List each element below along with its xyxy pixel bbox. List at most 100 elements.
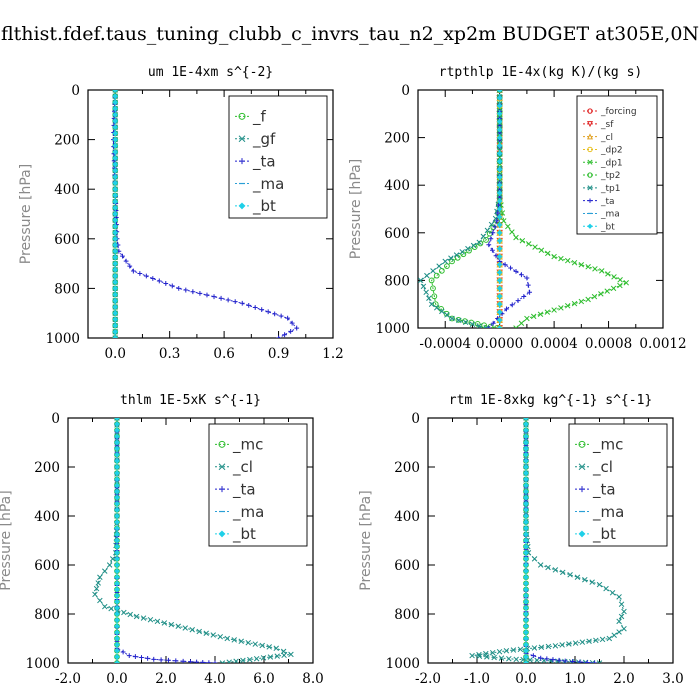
series-point_ta — [151, 656, 157, 662]
series-point_ta — [494, 218, 500, 224]
series-point_bt — [523, 635, 529, 642]
series-point_bt — [496, 142, 503, 149]
series-point_cl — [523, 418, 529, 421]
series-point_bt — [523, 562, 529, 568]
series-point_ta — [123, 258, 129, 264]
series-point_cl — [210, 632, 217, 638]
series-point_dp1 — [617, 282, 623, 289]
series-point_dp1 — [538, 247, 545, 254]
series-point_tp1 — [488, 221, 495, 228]
series-point_gf — [112, 335, 118, 338]
series-point_tp2 — [438, 267, 445, 274]
series-point_bt — [114, 513, 120, 519]
series-point_cl — [247, 656, 253, 663]
series-point_cl — [586, 638, 592, 645]
series-point_bt — [112, 266, 119, 273]
x-tick-label: 4.0 — [204, 671, 225, 687]
series-point_tp1 — [418, 277, 424, 284]
legend-label_cl: _cl — [600, 133, 613, 143]
legend-label_ta: _ta — [232, 480, 256, 499]
series-point_tp1 — [449, 315, 455, 322]
series-point_ta — [145, 656, 151, 661]
plot-frame — [417, 89, 664, 329]
series-point_ta — [212, 660, 218, 663]
series-point_tp1 — [444, 312, 450, 318]
series-point_dp1 — [558, 305, 564, 311]
series-point_ta — [265, 309, 271, 315]
series-point_dp1 — [544, 309, 551, 315]
series-point_bt — [523, 531, 529, 538]
series-point_cl — [175, 623, 182, 630]
series-point_bt — [114, 623, 120, 630]
series-point_bt — [523, 586, 529, 593]
legend-marker_dp1 — [587, 159, 593, 165]
series-point_ta — [200, 659, 206, 663]
series-point_bt — [114, 439, 120, 446]
series-point_dp1 — [524, 315, 530, 322]
legend: _forcing _sf _cl _dp2 _dp1 _tp2 _tp1 _ta _ma _bt — [576, 95, 658, 235]
series-point_ta — [173, 658, 179, 663]
series-point_ta — [158, 657, 164, 663]
x-tick-label: 1.2 — [322, 346, 343, 362]
series-point_bt — [112, 279, 119, 286]
series-point_dp1 — [617, 277, 623, 283]
series-point_tp1 — [426, 295, 432, 302]
legend-label_bt: _bt — [600, 222, 615, 232]
series-point_bt — [496, 90, 503, 93]
series-point_tp2 — [460, 251, 467, 258]
series-point_bt — [112, 242, 119, 248]
legend-marker_tp1 — [587, 185, 593, 191]
series-point_tp1 — [428, 301, 435, 307]
series-point_bt — [112, 173, 119, 180]
series-point_bt — [523, 507, 529, 513]
series-point_dp1 — [509, 229, 515, 235]
series-point_tp1 — [439, 308, 445, 315]
panel-title: thlm 1E-5xK s^{-1} — [120, 393, 261, 408]
series-point_bt — [523, 605, 529, 611]
series-point_bt — [114, 519, 120, 525]
series-point_cl — [259, 642, 266, 649]
series-point_ta — [504, 306, 509, 312]
series-point_bt — [523, 654, 529, 660]
series-point_bt — [112, 180, 119, 186]
y-tick-label: 1000 — [386, 656, 420, 672]
series-point_cl — [618, 613, 625, 620]
series-point_cl — [496, 648, 503, 655]
panel-1: um 1E-4xm s^{-2} Pressure [hPa] 0 200 400 600… — [18, 65, 344, 362]
legend-label_cl: _cl — [232, 458, 253, 477]
series-point_ta — [132, 654, 138, 659]
series-point_tp1 — [496, 90, 503, 93]
y-tick-label: 200 — [394, 460, 420, 476]
series-point_bt — [523, 543, 529, 550]
series-point_cl — [531, 556, 538, 562]
series-point_ta — [126, 653, 132, 659]
legend-marker_tp2 — [587, 172, 593, 178]
series-point_ta — [130, 268, 136, 274]
series-point_bt — [523, 464, 529, 470]
series-point_bt — [523, 617, 529, 623]
series-point_tp2 — [433, 272, 440, 279]
series-point_cl — [231, 637, 238, 643]
series-point_bt — [496, 150, 503, 157]
series-point_tp1 — [424, 272, 430, 279]
series-point_cl — [260, 655, 267, 661]
series-point_bt — [496, 190, 503, 196]
series-point_cl — [574, 574, 581, 581]
y-tick-label: 800 — [394, 607, 420, 623]
series-point_cl — [527, 657, 533, 663]
series-point_cl — [95, 580, 101, 586]
series-point_cl — [498, 655, 505, 661]
series-point_tp1 — [476, 323, 483, 328]
series-point_bt — [114, 605, 120, 611]
series-point_tp1 — [420, 283, 427, 290]
series-point_bt — [114, 598, 120, 605]
series-point_ta — [211, 294, 217, 300]
series-point_dp1 — [532, 244, 538, 250]
series-point_tp1 — [448, 255, 454, 261]
series-point_ta — [188, 659, 193, 663]
x-tick-label: 0.9 — [268, 346, 289, 362]
series-point_dp1 — [623, 280, 630, 286]
series-point_bt — [114, 660, 120, 663]
series-point_bt — [112, 90, 119, 93]
